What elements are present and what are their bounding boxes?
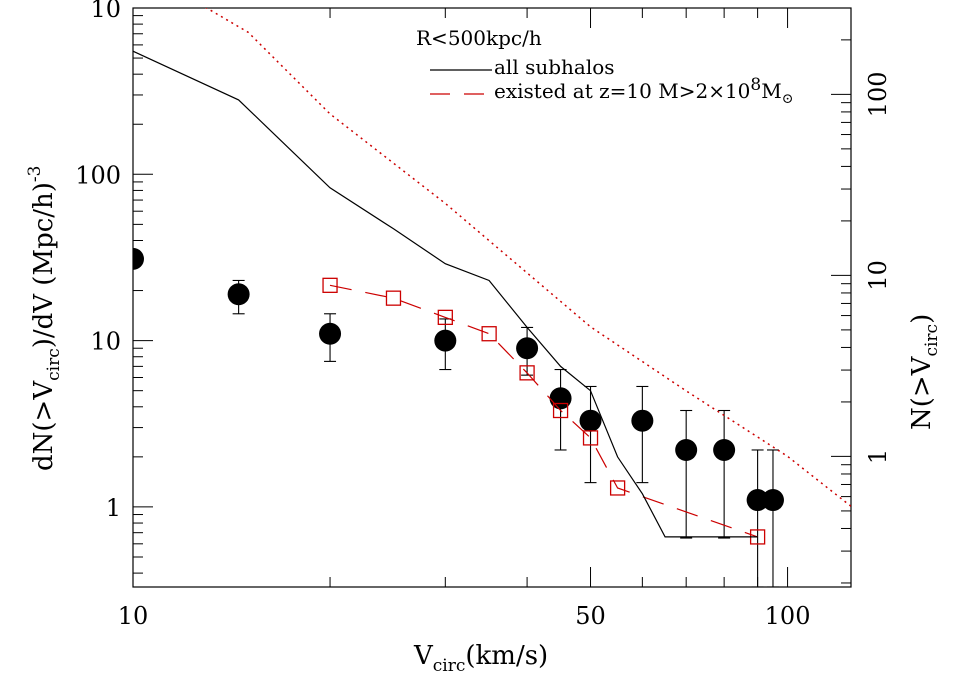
line-all-subhalos (133, 50, 758, 538)
series-clip-group (133, 8, 851, 587)
plot-frame (132, 7, 852, 588)
x-tick-label: 10 (118, 602, 149, 630)
square-marker (385, 290, 402, 306)
y-tick-label: 100 (75, 161, 121, 189)
square-marker (609, 480, 626, 496)
legend: R<500kpc/h all subhalos existed at z=10 … (416, 26, 793, 107)
square-marker (519, 365, 535, 381)
legend-label-all-subhalos: all subhalos (494, 55, 615, 79)
square-marker (582, 430, 599, 446)
series-layer (133, 8, 851, 587)
x-tick-label: 50 (575, 602, 606, 630)
y2-tick-label: 10 (864, 260, 892, 291)
legend-title: R<500kpc/h (416, 26, 542, 50)
right-axis-label: N(>Vcirc) (907, 314, 942, 430)
data-point (549, 387, 572, 410)
data-point (319, 322, 342, 345)
data-point (133, 247, 144, 270)
square-marker (552, 402, 569, 419)
data-point (227, 283, 250, 306)
y-tick-label: 10 (90, 0, 121, 23)
y-axis-label: dN(>Vcirc)/dV (Mpc/h)-3 (25, 166, 64, 472)
data-point (434, 329, 457, 352)
x-tick-label: 100 (765, 602, 811, 630)
data-point (516, 337, 539, 360)
data-point (761, 489, 784, 512)
y-tick-label: 10 (90, 328, 121, 356)
data-point (713, 438, 736, 461)
x-axis-label: Vcirc(km/s) (413, 641, 548, 676)
plot-border (132, 7, 852, 588)
y2-tick-label: 100 (864, 71, 892, 117)
data-point (746, 489, 769, 512)
square-marker (481, 326, 497, 342)
data-point (631, 409, 654, 432)
y-tick-label: 1 (106, 494, 121, 522)
y2-tick-label: 1 (864, 449, 892, 464)
data-point (579, 409, 602, 432)
line-cumulative-dotted (205, 8, 851, 507)
square-marker (322, 277, 338, 293)
legend-label-existed: existed at z=10 M>2×108M⊙ (494, 75, 793, 107)
data-point (675, 438, 698, 461)
tick-labels: 10 50 100 1 10 100 10 1 10 100 (75, 0, 892, 630)
square-marker (437, 309, 453, 326)
line-existed-z10 (329, 284, 758, 538)
